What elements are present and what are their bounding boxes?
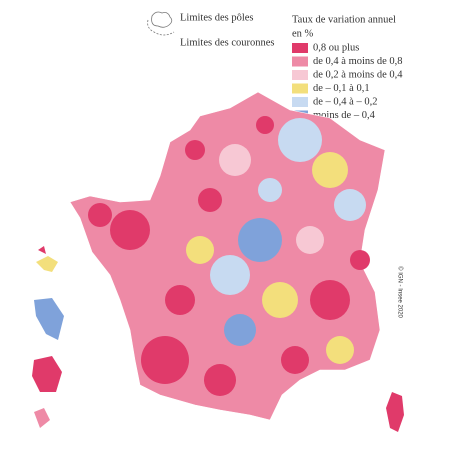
boundary-icon: [147, 11, 175, 36]
legend-label: moins de – 0,4: [313, 110, 376, 121]
legend-label: de 0,4 à moins de 0,8: [313, 56, 403, 67]
legend-unit: en %: [292, 28, 314, 39]
guadeloupe: [36, 256, 58, 272]
legend-swatch: [292, 56, 308, 67]
legend-label: de 0,2 à moins de 0,4: [313, 69, 403, 80]
legend-label: 0,8 ou plus: [313, 42, 359, 53]
legend-swatch: [292, 83, 308, 94]
legend-title: Taux de variation annuel: [292, 14, 396, 25]
legend-swatch: [292, 43, 308, 53]
poles-label: Limites des pôles: [180, 12, 254, 23]
corsica: [386, 392, 404, 432]
martinique: [38, 246, 46, 254]
legend-label: de – 0,4 à – 0,2: [313, 96, 377, 107]
credit: © IGN - Insee 2020: [396, 266, 403, 318]
legend-label: de – 0,1 à 0,1: [313, 83, 370, 94]
map-patches: [88, 116, 370, 396]
reunion: [32, 356, 62, 392]
guyane: [34, 298, 64, 340]
legend: 0,8 ou plus de 0,4 à moins de 0,8 de 0,2 à…: [292, 42, 403, 121]
mayotte: [34, 408, 50, 428]
couronnes-label: Limites des couronnes: [180, 37, 274, 48]
legend-swatch: [292, 97, 308, 107]
legend-swatch: [292, 70, 308, 80]
